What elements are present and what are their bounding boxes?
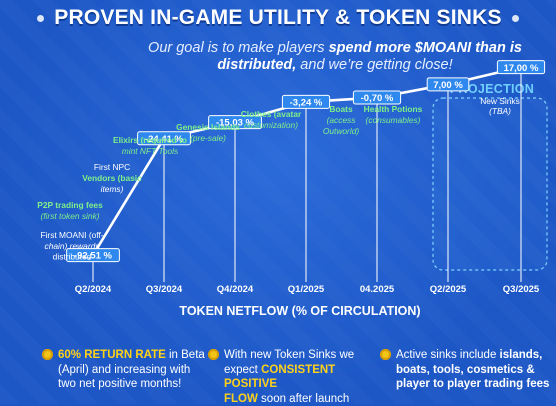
data-label-box bbox=[281, 94, 331, 109]
footer-notes: 60% RETURN RATE in Beta (April) and incr… bbox=[0, 340, 556, 406]
annotation-line: Elixirs (required to bbox=[113, 135, 187, 145]
annotation-line: (access bbox=[327, 115, 357, 125]
data-label: -24,41 % bbox=[145, 134, 184, 145]
data-point-0: -92,51 % bbox=[66, 248, 120, 263]
x-tick-label: Q4/2024 bbox=[217, 284, 254, 295]
annotation-line: Genesis Islands bbox=[176, 122, 240, 132]
annotation-line: customization) bbox=[244, 120, 298, 130]
annotation-2: Genesis Islands(pre-sale) bbox=[176, 122, 240, 143]
data-label-box bbox=[352, 90, 402, 105]
data-point-6: 17,00 % bbox=[496, 60, 546, 75]
data-label: -15,03 % bbox=[216, 118, 255, 129]
x-tick-label: 04.2025 bbox=[360, 284, 395, 295]
data-label: -3,24 % bbox=[290, 97, 323, 108]
data-label-box bbox=[208, 115, 262, 130]
subtitle: Our goal is to make players spend more $… bbox=[120, 40, 550, 74]
note-1-text1: in Beta bbox=[165, 349, 205, 361]
x-tick-label: Q3/2025 bbox=[503, 284, 540, 295]
annotation-6: New Sinks(TBA) bbox=[480, 96, 520, 116]
note-1-text2: (April) and increasing with bbox=[58, 363, 191, 376]
annotation-line: Boats bbox=[329, 104, 353, 114]
note-2-text2: expect bbox=[224, 363, 262, 376]
milestone-annotations: P2P trading fees(first token sink) First … bbox=[37, 96, 520, 262]
annotation-line: distributed bbox=[53, 252, 92, 262]
coin-icon bbox=[208, 349, 219, 360]
annotation-line: mint NFT Tools bbox=[122, 146, 179, 156]
x-axis-title: TOKEN NETFLOW (% OF CIRCULATION) bbox=[179, 304, 420, 318]
annotation-line: New Sinks bbox=[480, 96, 520, 106]
note-3-bold1: islands, bbox=[499, 349, 543, 361]
annotation-line: Vendors (basic bbox=[82, 173, 142, 183]
x-tick-label: Q2/2024 bbox=[75, 284, 112, 295]
data-label-box bbox=[137, 131, 191, 146]
note-3-text1: Active sinks include bbox=[396, 349, 500, 361]
data-label-box bbox=[496, 60, 546, 75]
projection-box bbox=[432, 97, 548, 271]
note-1-text3: two net positive months! bbox=[58, 378, 182, 390]
x-tick-label: Q1/2025 bbox=[288, 284, 325, 295]
annotation-line: First MOANI (off- bbox=[40, 230, 103, 240]
title-text: PROVEN IN-GAME UTILITY & TOKEN SINKS bbox=[54, 6, 502, 29]
netflow-chart: -92,51 % -24,41 % -15,03 % -3,24 % -0,70 % 7,… bbox=[37, 60, 548, 318]
note-2-text3: soon after launch bbox=[257, 392, 350, 405]
title-dot-right bbox=[511, 14, 519, 22]
annotation-line: (pre-sale) bbox=[190, 133, 226, 143]
data-point-3: -3,24 % bbox=[281, 94, 331, 109]
annotation-line: (first token sink) bbox=[40, 211, 99, 221]
annotation-line: chain) rewards bbox=[45, 241, 101, 251]
page-title: PROVEN IN-GAME UTILITY & TOKEN SINKS bbox=[0, 6, 556, 30]
note-3-bold2: boats, tools, cosmetics & bbox=[396, 363, 535, 376]
note-active-sinks: Active sinks include islands, boats, too… bbox=[380, 348, 556, 392]
data-point-5: 7,00 % bbox=[426, 77, 470, 92]
title-dot-left bbox=[37, 14, 45, 22]
subtitle-part2: and we’re getting close! bbox=[296, 57, 453, 73]
data-point-1: -24,41 % bbox=[137, 131, 191, 146]
note-positive-flow: With new Token Sinks we expect CONSISTEN… bbox=[208, 348, 374, 406]
annotation-0: P2P trading fees(first token sink) First … bbox=[37, 200, 104, 262]
note-2-highlight: CONSISTENT POSITIVE bbox=[224, 363, 336, 391]
data-point-2: -15,03 % bbox=[208, 115, 262, 130]
subtitle-part1: Our goal is to make players bbox=[148, 40, 329, 56]
x-tick-label: Q3/2024 bbox=[146, 284, 183, 295]
data-label-box bbox=[426, 77, 470, 92]
data-label: -0,70 % bbox=[361, 93, 394, 104]
annotation-line: Outworld) bbox=[323, 126, 360, 136]
annotation-line: Health Potions bbox=[364, 104, 423, 114]
data-label: 7,00 % bbox=[433, 80, 463, 91]
annotation-line: (TBA) bbox=[489, 106, 511, 116]
projection-label: PROJECTION bbox=[449, 82, 535, 96]
annotation-line: First NPC bbox=[94, 162, 130, 172]
coin-icon bbox=[42, 349, 53, 360]
note-2-text1: With new Token Sinks we bbox=[224, 349, 355, 361]
annotation-line: P2P trading fees bbox=[37, 200, 103, 210]
note-2-highlight2: FLOW bbox=[224, 392, 258, 405]
data-label: -92,51 % bbox=[74, 251, 113, 262]
annotation-line: Clothes (avatar bbox=[241, 109, 302, 119]
subtitle-emphasis: spend more $MOANI than is distributed, bbox=[217, 40, 522, 73]
annotation-line: (consumables) bbox=[366, 115, 421, 125]
note-return-rate: 60% RETURN RATE in Beta (April) and incr… bbox=[42, 348, 208, 392]
note-3-bold3: player to player trading fees bbox=[396, 378, 550, 390]
coin-icon bbox=[380, 349, 391, 360]
data-point-4: -0,70 % bbox=[352, 90, 402, 105]
data-points: -92,51 % -24,41 % -15,03 % -3,24 % -0,70 % 7,… bbox=[66, 60, 546, 263]
x-tick-labels: Q2/2024 Q3/2024 Q4/2024 Q1/2025 04.2025 Q2/20… bbox=[75, 284, 540, 295]
data-label-box bbox=[66, 248, 120, 263]
x-tick-label: Q2/2025 bbox=[430, 284, 467, 295]
annotation-line: items) bbox=[101, 184, 124, 194]
annotation-5: Health Potions(consumables) bbox=[364, 104, 423, 125]
data-label: 17,00 % bbox=[504, 63, 539, 74]
note-1-highlight: 60% RETURN RATE bbox=[58, 349, 166, 361]
